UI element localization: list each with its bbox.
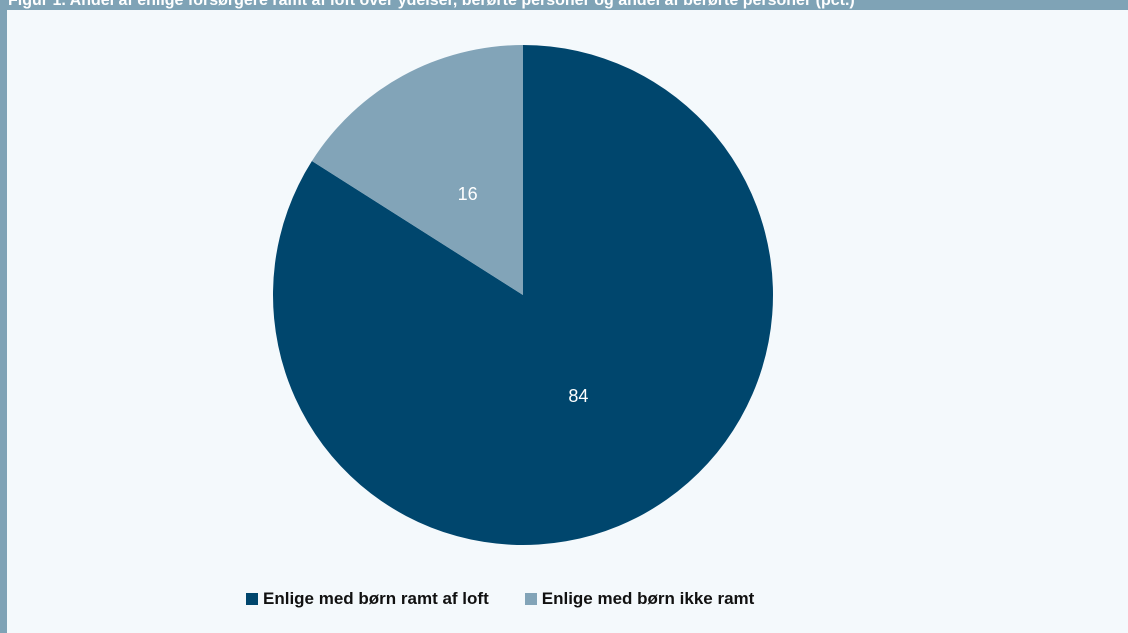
chart-title-bar: Figur 1. Andel af enlige forsørgere ramt… <box>0 0 1128 10</box>
pie-label-ramt-af-loft: 84 <box>568 386 588 406</box>
legend-swatch-ramt-af-loft <box>246 593 258 605</box>
legend-item-ikke-ramt: Enlige med børn ikke ramt <box>524 589 755 609</box>
legend-swatch-ikke-ramt <box>524 593 537 605</box>
pie-slice-ramt-af-loft <box>272 45 773 545</box>
chart-title: Figur 1. Andel af enlige forsørgere ramt… <box>8 0 855 9</box>
pie-chart: 84 16 <box>272 45 773 545</box>
legend-label-ramt-af-loft: Enlige med børn ramt af loft <box>263 589 489 608</box>
chart-legend: Enlige med børn ramt af loft Enlige med … <box>246 586 754 612</box>
legend-label-ikke-ramt: Enlige med børn ikke ramt <box>541 589 755 608</box>
pie-label-ikke-ramt: 16 <box>458 184 478 204</box>
pie-slice-ikke-ramt <box>311 45 523 295</box>
legend-item-ramt-af-loft: Enlige med børn ramt af loft <box>246 589 489 609</box>
plot-area: 84 16 Enlige med børn ramt af loft Enlige… <box>7 10 1128 633</box>
